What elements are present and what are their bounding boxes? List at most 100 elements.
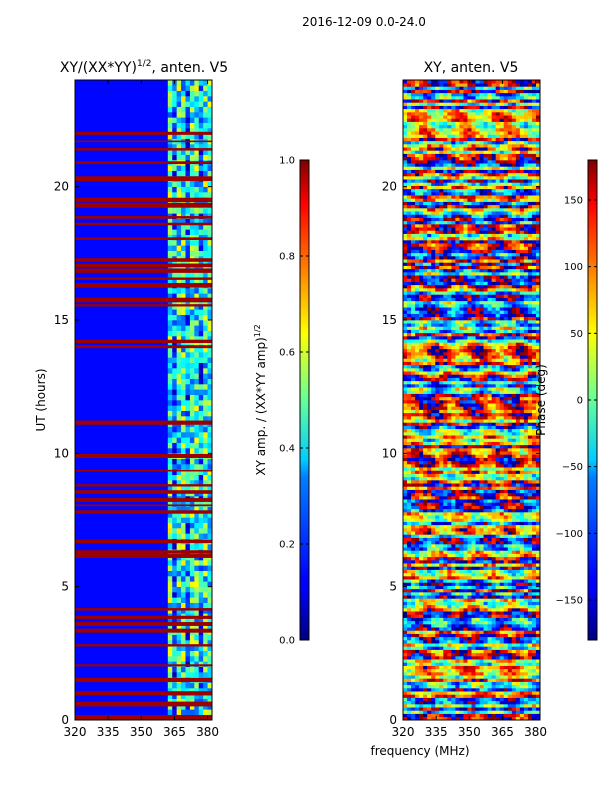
phase-cell (431, 454, 436, 458)
amplitude-cell (176, 336, 182, 342)
amplitude-cell (167, 192, 173, 198)
phase-cell (415, 438, 420, 442)
phase-cell (523, 502, 529, 506)
amplitude-cell (172, 704, 177, 710)
phase-cell (495, 643, 501, 647)
phase-cell (427, 480, 432, 484)
phase-cell (499, 521, 505, 526)
phase-cell (471, 675, 476, 679)
phase-cell (471, 451, 476, 455)
phase-cell (443, 374, 448, 378)
phase-cell (495, 534, 501, 538)
phase-cell (499, 617, 505, 622)
phase-cell (403, 585, 408, 590)
phase-cell (447, 582, 452, 586)
phase-cell (495, 451, 501, 455)
phase-cell (527, 406, 533, 410)
phase-cell (519, 582, 525, 586)
amplitude-saturated-row (75, 268, 212, 273)
phase-cell (451, 451, 456, 455)
amplitude-ytick-label: 20 (54, 180, 69, 194)
phase-cell (415, 684, 420, 689)
amplitude-cell (194, 437, 200, 443)
phase-cell (519, 480, 525, 484)
amplitude-cell (167, 442, 173, 449)
phase-cell (487, 371, 492, 375)
phase-cell (463, 502, 468, 506)
phase-cell (519, 662, 525, 666)
phase-cell (471, 492, 476, 497)
phase-cell (431, 707, 436, 711)
phase-cell (467, 704, 472, 708)
phase-cell (411, 489, 416, 494)
phase-cell (479, 473, 484, 478)
amplitude-cell (198, 336, 204, 342)
phase-cell (511, 515, 517, 519)
phase-cell (427, 483, 432, 487)
phase-cell (475, 460, 480, 465)
phase-cell (467, 707, 472, 711)
phase-cell (419, 624, 424, 628)
phase-cell (511, 707, 517, 711)
phase-cell (459, 380, 464, 385)
amplitude-cell (172, 122, 177, 129)
phase-cell (527, 444, 533, 449)
phase-cell (419, 576, 424, 580)
phase-cell (507, 585, 513, 590)
phase-cell (499, 704, 505, 708)
phase-cell (519, 569, 525, 574)
amplitude-cell (198, 464, 204, 470)
phase-cell (495, 566, 501, 570)
phase-cell (447, 486, 452, 490)
phase-cell (487, 502, 492, 506)
phase-cell (455, 713, 460, 718)
phase-cell (499, 547, 505, 551)
phase-cell (483, 499, 488, 503)
amplitude-cell (172, 224, 177, 230)
phase-cell (415, 678, 420, 682)
phase-cell (487, 374, 492, 378)
phase-cell (487, 627, 492, 631)
amplitude-cell (194, 117, 200, 123)
phase-cell (407, 595, 412, 599)
phase-cell (423, 595, 428, 599)
amplitude-cell (207, 186, 212, 193)
phase-cell (427, 668, 432, 673)
phase-cell (495, 380, 501, 385)
phase-cell (407, 576, 412, 580)
phase-cell (523, 659, 529, 663)
phase-cell (451, 508, 456, 513)
phase-cell (471, 566, 476, 570)
phase-cell (467, 387, 472, 391)
amplitude-cell (198, 469, 204, 475)
phase-cell (499, 435, 505, 439)
phase-cell (471, 441, 476, 446)
phase-cell (515, 595, 521, 599)
phase-cell (519, 547, 525, 551)
phase-cell (499, 588, 505, 593)
phase-cell (451, 668, 456, 673)
amplitude-cell (203, 565, 208, 571)
amplitude-saturated-row (75, 644, 212, 647)
phase-cell (507, 716, 513, 720)
phase-cell (523, 550, 529, 554)
phase-cell (475, 448, 480, 452)
phase-cell (455, 643, 460, 647)
phase-cell (451, 646, 456, 650)
phase-cell (427, 659, 432, 663)
phase-cell (427, 691, 432, 695)
phase-cell (455, 496, 460, 500)
phase-cell (403, 457, 408, 462)
phase-cell (447, 608, 452, 612)
phase-cell (423, 569, 428, 574)
amplitude-cell (198, 320, 204, 326)
phase-cell (403, 563, 408, 567)
phase-cell (431, 419, 436, 423)
phase-cell (479, 636, 484, 641)
amplitude-cell (185, 240, 191, 246)
phase-cell (487, 486, 492, 490)
amplitude-cell (194, 165, 200, 171)
phase-cell (463, 492, 468, 497)
phase-cell (519, 380, 525, 385)
phase-cell (487, 611, 492, 615)
